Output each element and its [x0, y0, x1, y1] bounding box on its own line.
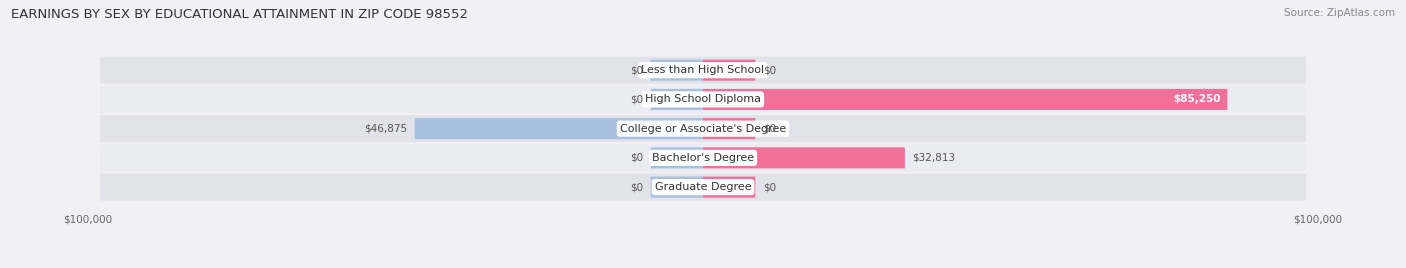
FancyBboxPatch shape — [651, 60, 703, 81]
Text: Less than High School: Less than High School — [641, 65, 765, 75]
FancyBboxPatch shape — [100, 174, 1306, 200]
Text: Graduate Degree: Graduate Degree — [655, 182, 751, 192]
Text: College or Associate's Degree: College or Associate's Degree — [620, 124, 786, 134]
Text: Bachelor's Degree: Bachelor's Degree — [652, 153, 754, 163]
Text: $32,813: $32,813 — [912, 153, 955, 163]
Text: $0: $0 — [630, 153, 644, 163]
FancyBboxPatch shape — [100, 115, 1306, 142]
FancyBboxPatch shape — [100, 57, 1306, 84]
FancyBboxPatch shape — [100, 86, 1306, 113]
Text: EARNINGS BY SEX BY EDUCATIONAL ATTAINMENT IN ZIP CODE 98552: EARNINGS BY SEX BY EDUCATIONAL ATTAINMEN… — [11, 8, 468, 21]
Text: $85,250: $85,250 — [1174, 94, 1222, 105]
FancyBboxPatch shape — [415, 118, 703, 139]
Text: $46,875: $46,875 — [364, 124, 408, 134]
FancyBboxPatch shape — [703, 60, 755, 81]
FancyBboxPatch shape — [100, 144, 1306, 171]
Text: $0: $0 — [630, 182, 644, 192]
Text: High School Diploma: High School Diploma — [645, 94, 761, 105]
Text: $0: $0 — [630, 94, 644, 105]
FancyBboxPatch shape — [703, 147, 905, 168]
FancyBboxPatch shape — [703, 89, 1227, 110]
Text: $0: $0 — [762, 182, 776, 192]
Text: $0: $0 — [762, 124, 776, 134]
Text: Source: ZipAtlas.com: Source: ZipAtlas.com — [1284, 8, 1395, 18]
FancyBboxPatch shape — [651, 147, 703, 168]
FancyBboxPatch shape — [651, 89, 703, 110]
FancyBboxPatch shape — [651, 177, 703, 198]
FancyBboxPatch shape — [703, 118, 755, 139]
FancyBboxPatch shape — [703, 177, 755, 198]
Text: $0: $0 — [630, 65, 644, 75]
Text: $0: $0 — [762, 65, 776, 75]
Legend: Male, Female: Male, Female — [636, 264, 770, 268]
